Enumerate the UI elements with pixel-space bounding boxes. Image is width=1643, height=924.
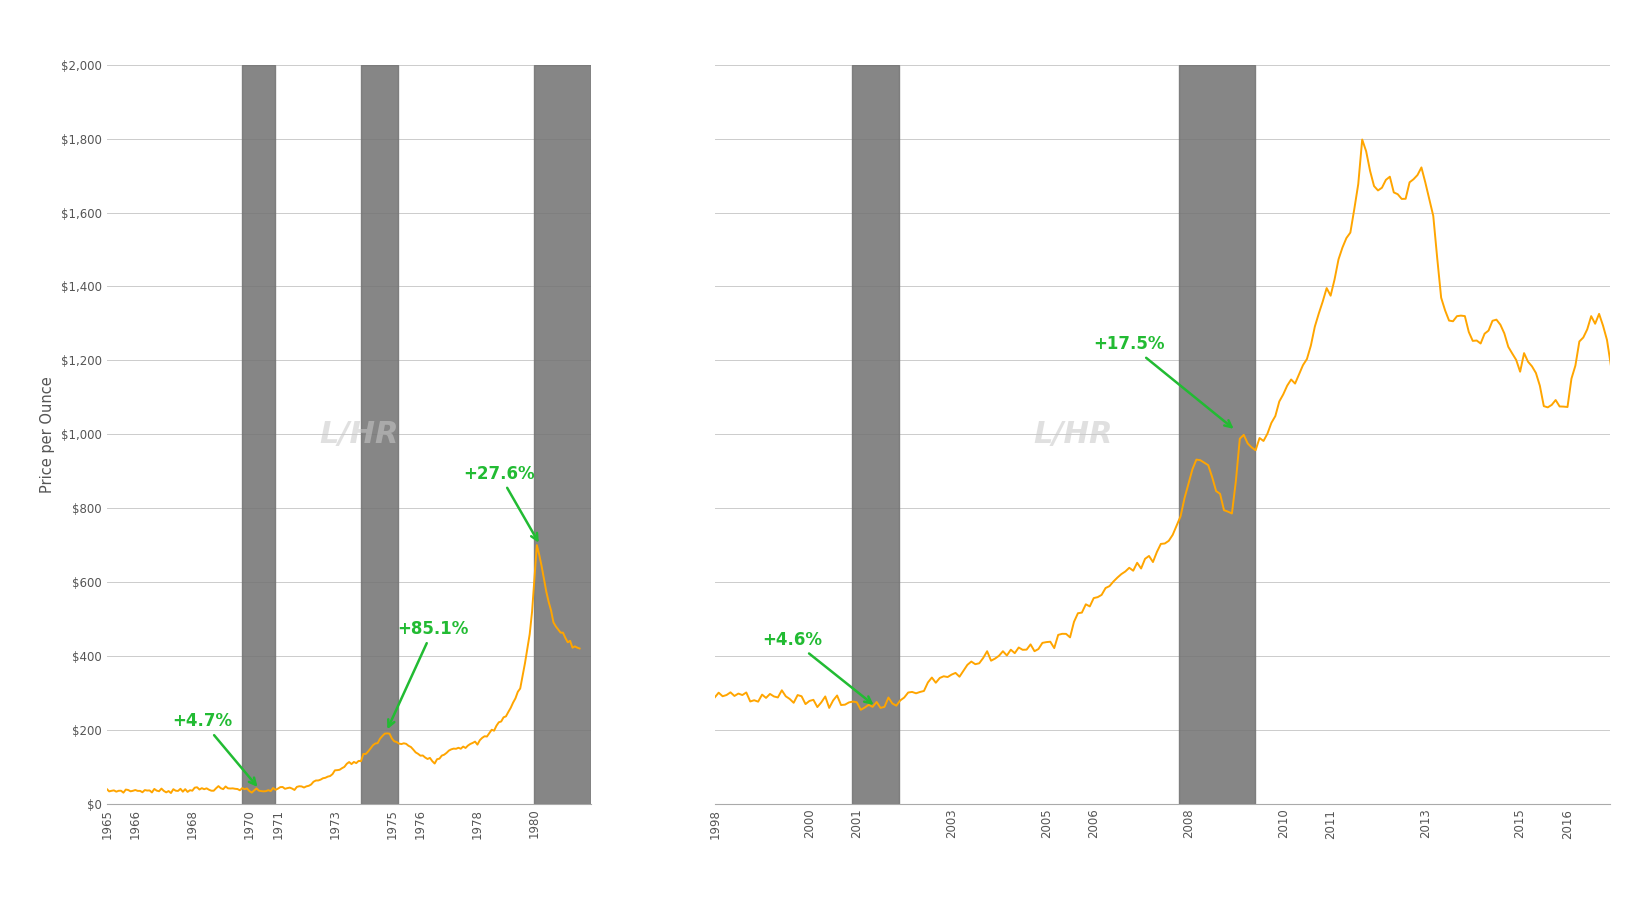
Y-axis label: Price per Ounce: Price per Ounce	[41, 376, 56, 492]
Text: +27.6%: +27.6%	[463, 465, 537, 541]
Text: +85.1%: +85.1%	[388, 620, 468, 727]
Text: +17.5%: +17.5%	[1094, 335, 1232, 427]
Text: L/HR: L/HR	[1033, 419, 1112, 449]
Bar	[360, 65, 398, 804]
Text: +4.7%: +4.7%	[173, 712, 256, 784]
Bar	[1180, 65, 1255, 804]
Bar	[242, 65, 274, 804]
Text: +4.6%: +4.6%	[762, 631, 871, 703]
Text: L/HR: L/HR	[319, 419, 399, 449]
Bar	[534, 65, 591, 804]
Bar	[853, 65, 899, 804]
